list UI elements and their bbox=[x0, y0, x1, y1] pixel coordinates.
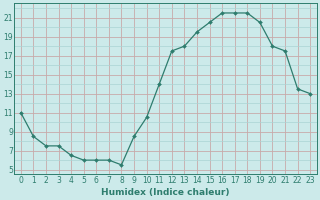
X-axis label: Humidex (Indice chaleur): Humidex (Indice chaleur) bbox=[101, 188, 230, 197]
